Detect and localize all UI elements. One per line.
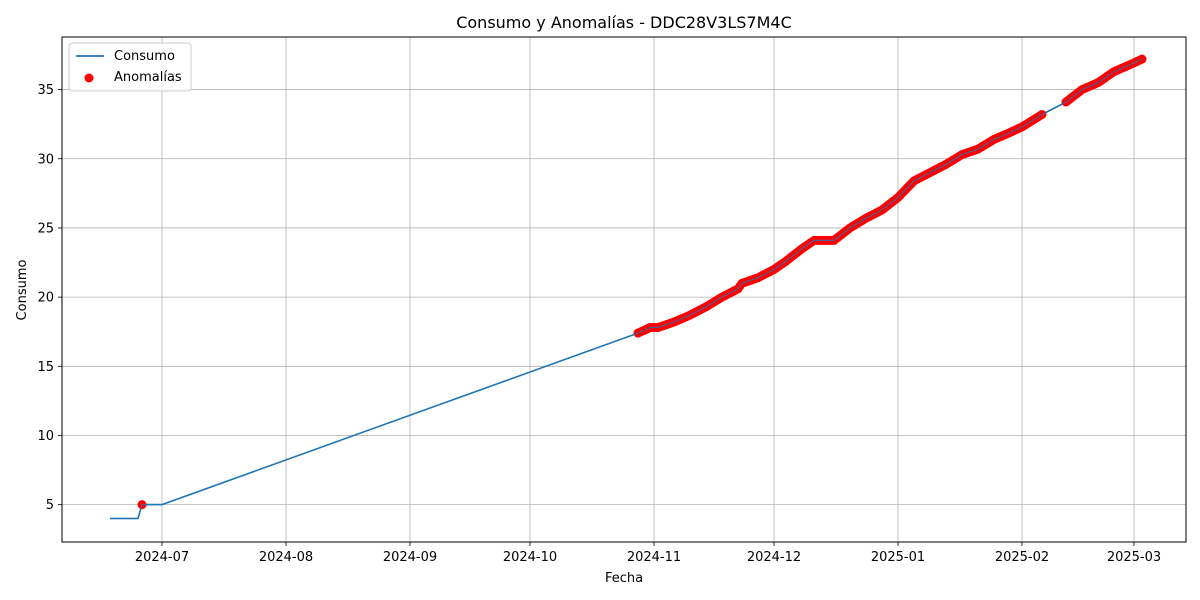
series-line-consumo-overlay (110, 58, 1143, 520)
y-tick-label: 35 (37, 83, 54, 98)
x-tick-label: 2025-03 (1107, 550, 1161, 565)
chart-title: Consumo y Anomalías - DDC28V3LS7M4C (456, 13, 792, 32)
y-axis-label: Consumo (15, 260, 30, 321)
legend-label-consumo: Consumo (114, 49, 175, 64)
legend-box (68, 42, 192, 92)
y-tick-label: 5 (46, 498, 54, 513)
x-tick-label: 2025-01 (871, 550, 925, 565)
x-tick-label: 2024-09 (383, 550, 437, 565)
y-tick-label: 20 (37, 291, 54, 306)
legend-marker-anomalias (84, 73, 94, 83)
x-tick-label: 2024-10 (503, 550, 557, 565)
x-tick-label: 2024-07 (135, 550, 189, 565)
plot-area (110, 54, 1147, 520)
legend: Consumo Anomalías (68, 42, 192, 92)
x-axis-label: Fecha (605, 571, 643, 586)
x-tick-label: 2025-02 (995, 550, 1049, 565)
y-tick-label: 15 (37, 360, 54, 375)
x-tick-label: 2024-11 (627, 550, 681, 565)
x-axis-ticks: 2024-07 2024-08 2024-09 2024-10 2024-11 2024-… (135, 542, 1161, 565)
x-tick-label: 2024-12 (747, 550, 801, 565)
y-tick-label: 10 (37, 429, 54, 444)
grid (62, 37, 1186, 542)
y-tick-label: 30 (37, 152, 54, 167)
plot-frame (61, 36, 1187, 543)
x-tick-label: 2024-08 (259, 550, 313, 565)
legend-label-anomalias: Anomalías (114, 70, 182, 85)
y-tick-label: 25 (37, 221, 54, 236)
y-axis-ticks: 5 10 15 20 25 30 35 (37, 83, 62, 513)
